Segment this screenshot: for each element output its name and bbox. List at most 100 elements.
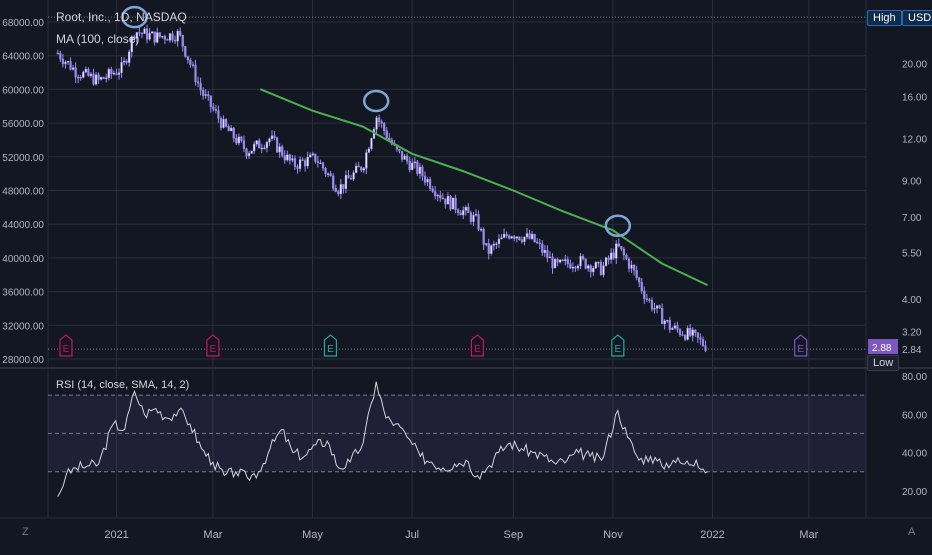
candle-body — [380, 121, 383, 124]
candle-body — [286, 154, 289, 161]
earnings-marker[interactable] — [323, 334, 338, 357]
candle-body — [564, 259, 567, 261]
earnings-marker-label: E — [327, 344, 334, 355]
candle-body — [502, 233, 506, 238]
candle-body — [655, 305, 659, 309]
candle-body — [204, 94, 207, 96]
candle-body — [219, 118, 223, 128]
rsi-line[interactable] — [57, 381, 708, 497]
left-tick-label: 32000.00 — [2, 321, 44, 332]
rsi-tick-label: 40.00 — [902, 449, 927, 460]
candle-body — [543, 250, 546, 253]
candle-body — [293, 158, 297, 167]
ma-100-line[interactable] — [259, 88, 709, 287]
candle-body — [479, 229, 483, 231]
ma-legend[interactable]: MA (100, close) — [56, 32, 140, 46]
candle-body — [513, 236, 516, 239]
candle-body — [138, 32, 141, 34]
candle-body — [668, 320, 671, 330]
candle-body — [566, 259, 569, 264]
symbol-title[interactable]: Root, Inc., 1D, NASDAQ — [56, 10, 187, 24]
x-tick-label: May — [302, 529, 323, 541]
currency-badge[interactable]: USD — [902, 10, 932, 26]
rsi-legend[interactable]: RSI (14, close, SMA, 14, 2) — [56, 379, 190, 391]
candle-body — [454, 197, 457, 210]
candle-body — [678, 329, 682, 335]
candle-body — [446, 195, 450, 205]
candle-body — [370, 138, 373, 149]
candle-body — [181, 34, 184, 47]
candle-body — [135, 32, 138, 39]
x-tick-label: 2022 — [700, 529, 724, 541]
candle-body — [235, 138, 238, 144]
candle-body — [227, 126, 230, 132]
timezone-icon[interactable]: Z — [22, 526, 29, 538]
candle-body — [584, 258, 587, 269]
candle-body — [237, 136, 240, 144]
candle-body — [464, 206, 467, 211]
candle-body — [275, 137, 279, 153]
peak-circle-annotation[interactable] — [362, 89, 390, 113]
candle-body — [64, 61, 67, 65]
candle-body — [403, 155, 406, 160]
candle-body — [505, 233, 508, 237]
candle-body — [658, 305, 661, 309]
candle-body — [666, 320, 669, 322]
left-tick-label: 40000.00 — [2, 254, 44, 265]
candle-body — [117, 72, 121, 75]
peak-circle-annotation[interactable] — [121, 5, 148, 29]
candle-body — [115, 72, 118, 75]
candle-body — [648, 299, 651, 301]
earnings-marker-label: E — [210, 344, 217, 355]
auto-scale-icon[interactable]: A — [908, 526, 916, 538]
candle-body — [102, 77, 105, 79]
candle-body — [643, 290, 646, 299]
earnings-marker[interactable] — [470, 334, 485, 357]
peak-circle-annotation[interactable] — [604, 214, 632, 238]
earnings-marker[interactable] — [206, 334, 220, 357]
candle-body — [130, 36, 133, 53]
candle-body — [663, 320, 666, 325]
candle-body — [120, 62, 123, 73]
candle-body — [314, 153, 317, 162]
candle-body — [620, 246, 623, 250]
candle-body — [428, 179, 432, 190]
candle-body — [408, 160, 411, 170]
last-price-tag — [868, 339, 898, 355]
candle-body — [416, 161, 419, 174]
candle-body — [255, 140, 258, 145]
right-tick-label: 7.00 — [902, 213, 922, 224]
candle-body — [462, 210, 465, 216]
candle-body — [515, 236, 518, 239]
candle-body — [196, 81, 200, 84]
candle-body — [645, 298, 648, 300]
candle-body — [548, 256, 552, 259]
left-tick-label: 64000.00 — [2, 52, 44, 63]
candle-body — [683, 335, 687, 340]
candle-body — [449, 195, 452, 210]
candle-body — [431, 188, 434, 192]
candle-body — [110, 69, 113, 75]
earnings-marker[interactable] — [59, 334, 73, 357]
candle-body — [158, 32, 161, 37]
candle-body — [191, 64, 195, 66]
candle-body — [421, 166, 424, 177]
candle-body — [61, 58, 64, 65]
earnings-marker[interactable] — [611, 334, 625, 357]
candle-body — [696, 332, 699, 338]
candle-body — [71, 67, 75, 70]
candle-body — [559, 259, 562, 263]
candle-body — [253, 143, 256, 152]
candle-body — [602, 265, 605, 276]
candle-body — [296, 166, 299, 169]
candle-body — [571, 266, 574, 269]
candle-body — [388, 137, 391, 141]
candle-body — [332, 175, 335, 189]
earnings-marker[interactable] — [794, 334, 808, 357]
candle-body — [250, 150, 253, 154]
candle-body — [485, 243, 488, 245]
candle-body — [630, 264, 633, 269]
candle-body — [704, 345, 707, 352]
candle-body — [258, 140, 261, 149]
earnings-marker-label: E — [797, 344, 804, 355]
